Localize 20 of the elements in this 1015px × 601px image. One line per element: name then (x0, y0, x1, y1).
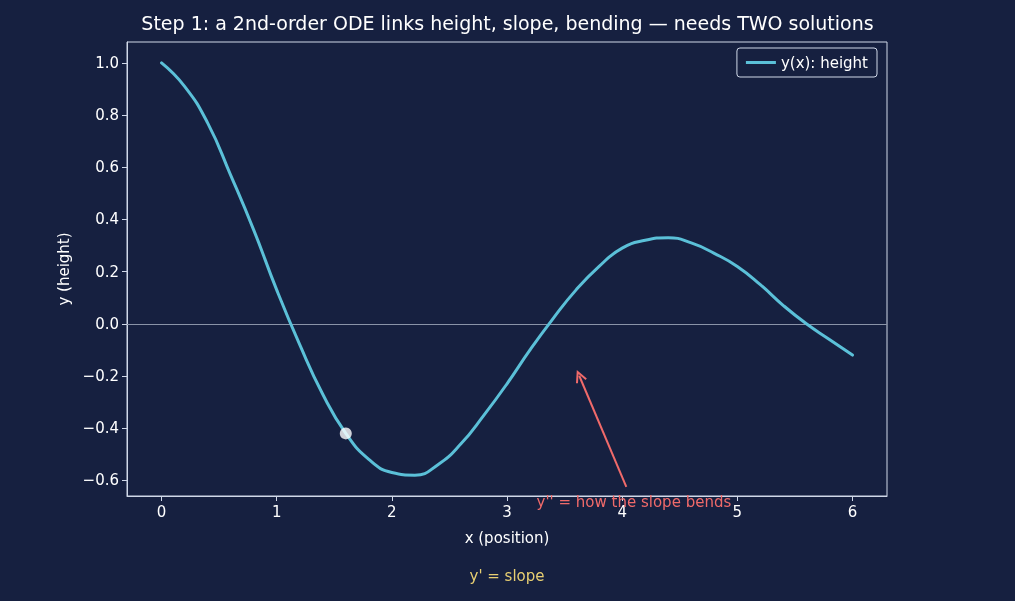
x-tick-label: 1 (271, 502, 282, 521)
chart-title: Step 1: a 2nd-order ODE links height, slope, bending — needs TWO solutions (141, 11, 874, 34)
x-tick-label: 2 (387, 502, 397, 521)
y-axis-title: y (height) (55, 232, 74, 306)
y-tick-label: −0.2 (82, 366, 119, 385)
y-tick-label: 0.8 (95, 106, 119, 125)
x-axis-title: x (position) (464, 528, 550, 547)
y-tick-label: 1.0 (95, 53, 119, 72)
y-tick-label: 0.4 (95, 210, 119, 229)
x-tick-label: 6 (847, 502, 858, 521)
x-tick-label: 3 (502, 502, 512, 521)
x-tick-label: 0 (156, 502, 167, 521)
y-tick-label: 0.2 (95, 262, 119, 281)
y-tick-label: −0.6 (82, 471, 119, 490)
y-tick-label: 0.6 (95, 158, 119, 177)
x-tick-label: 5 (732, 502, 743, 521)
text: y' = slope (469, 567, 545, 585)
y-tick-label: 0.0 (95, 314, 119, 333)
legend-label: y(x): height (780, 53, 869, 72)
y-tick-label: −0.4 (82, 419, 119, 438)
